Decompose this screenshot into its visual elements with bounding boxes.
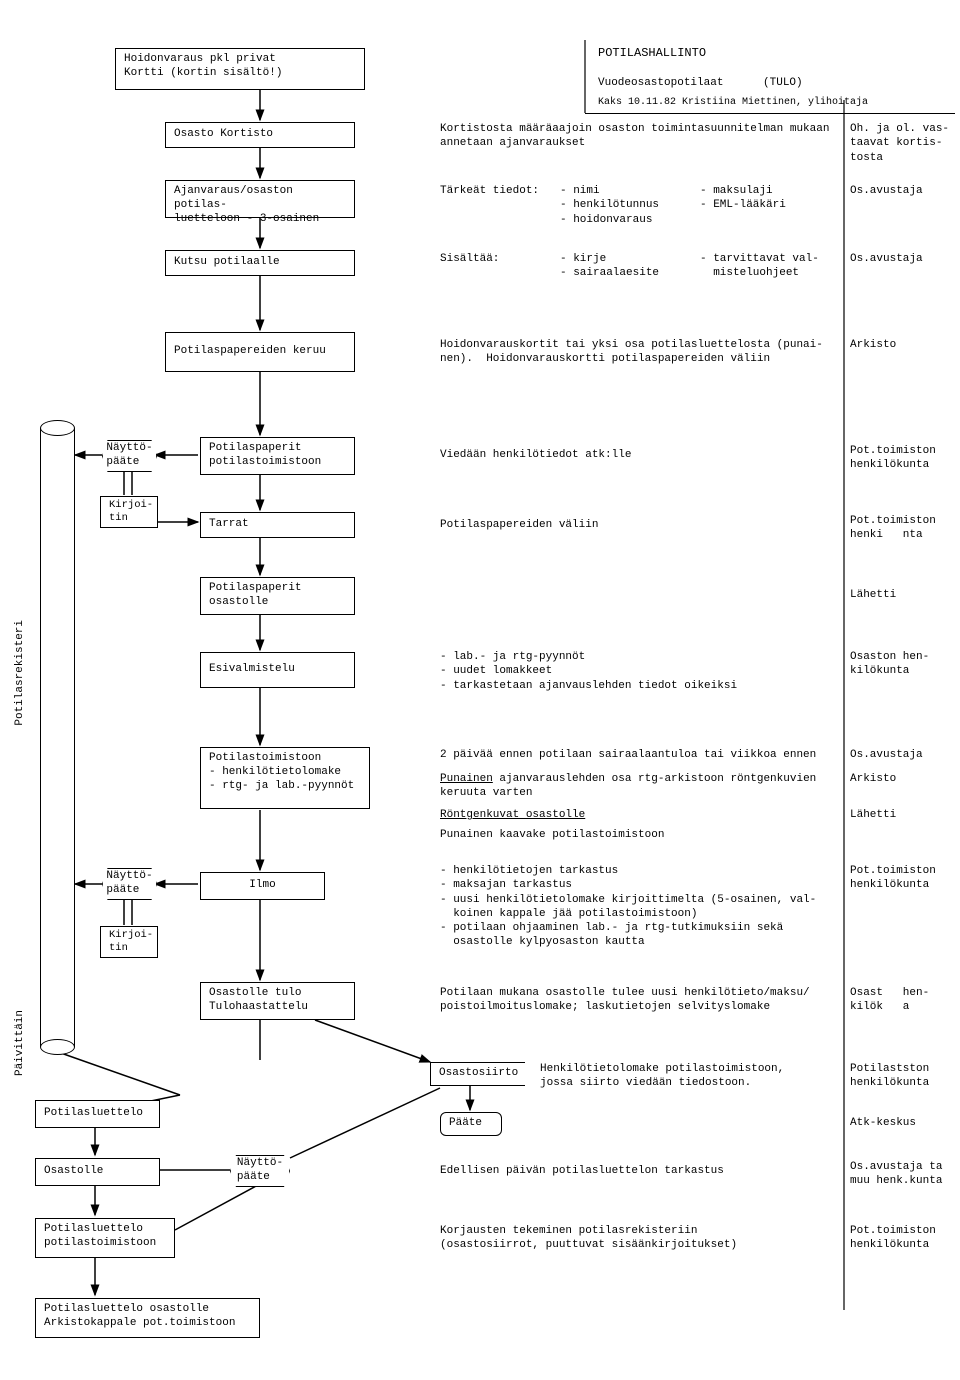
label-paivittain: Päivittäin (14, 1010, 26, 1076)
desc-d10a: 2 päivää ennen potilaan sairaalaantuloa … (440, 748, 835, 762)
resp-r9: Osaston hen- kilökunta (850, 650, 929, 679)
resp-r10b: Arkisto (850, 772, 896, 786)
box-osasto-kortisto: Osasto Kortisto (165, 122, 355, 148)
desc-d5: Hoidonvarauskortit tai yksi osa potilasl… (440, 338, 835, 367)
box-paate: Pääte (440, 1112, 502, 1136)
hex-nayttopaate-2: Näyttö- pääte (102, 868, 157, 900)
box-osastolle-tulo: Osastolle tulo Tulohaastattelu (200, 982, 355, 1020)
resp-r14: Atk-keskus (850, 1116, 916, 1130)
desc-d10b: Punainen ajanvarauslehden osa rtg-arkist… (440, 772, 835, 801)
box-hoidonvaraus-l1: Hoidonvaraus pkl privat (124, 53, 356, 67)
box-b10-l3: - rtg- ja lab.-pyynnöt (209, 780, 361, 794)
header-title: POTILASHALLINTO (598, 46, 706, 62)
header-sub2: Kaks 10.11.82 Kristiina Miettinen, yliho… (598, 96, 868, 109)
resp-r3: Os.avustaja (850, 184, 923, 198)
box-osastosiirto: Osastosiirto (430, 1062, 525, 1086)
desc-d10b-rest: ajanvarauslehden osa rtg-arkistoon röntg… (440, 773, 816, 799)
box-b12-l1: Osastolle tulo (209, 987, 346, 1001)
box-ilmo: Ilmo (200, 872, 325, 900)
desc-d3-col1: - nimi - henkilötunnus - hoidonvaraus (560, 184, 659, 227)
box-b18-l2: Arkistokappale pot.toimistoon (44, 1317, 251, 1331)
desc-d4-col2: - tarvittavat val- misteluohjeet (700, 252, 819, 281)
desc-d17: Korjausten tekeminen potilasrekisteriin … (440, 1224, 835, 1253)
desc-d7: Potilaspapereiden väliin (440, 518, 598, 532)
hex-nayttopaate-3: Näyttö- pääte (230, 1155, 290, 1187)
resp-r17: Pot.toimiston henkilökunta (850, 1224, 936, 1253)
box-b6-l1: Potilaspaperit (209, 442, 346, 456)
box-b17-l2: potilastoimistoon (44, 1237, 166, 1251)
desc-d6: Viedään henkilötiedot atk:lle (440, 448, 631, 462)
desc-d3-col2: - maksulaji - EML-lääkäri (700, 184, 786, 213)
resp-r8: Lähetti (850, 588, 896, 602)
resp-r11: Pot.toimiston henkilökunta (850, 864, 936, 893)
box-tarrat: Tarrat (200, 512, 355, 538)
header-rule (585, 113, 955, 115)
desc-d16: Edellisen päivän potilasluettelon tarkas… (440, 1164, 835, 1178)
box-potpaperit-osastolle: Potilaspaperit osastolle (200, 577, 355, 615)
box-potilasluettelo-osastolle: Potilasluettelo osastolle Arkistokappale… (35, 1298, 260, 1338)
label-potilasrekisteri: Potilasrekisteri (14, 620, 26, 726)
resp-r12: Osast hen- kilök a (850, 986, 929, 1015)
box-hoidonvaraus: Hoidonvaraus pkl privat Kortti (kortin s… (115, 48, 365, 90)
resp-r10c: Lähetti (850, 808, 896, 822)
desc-d10c: Röntgenkuvat osastolle (440, 808, 585, 822)
desc-d10d: Punainen kaavake potilastoimistoon (440, 828, 664, 842)
resp-r16: Os.avustaja ta muu henk.kunta (850, 1160, 942, 1189)
box-osastolle: Osastolle (35, 1158, 160, 1186)
desc-d10b-u: Punainen (440, 773, 493, 785)
desc-d11: - henkilötietojen tarkastus - maksajan t… (440, 864, 835, 950)
resp-r7: Pot.toimiston henki nta (850, 514, 936, 543)
box-hoidonvaraus-l2: Kortti (kortin sisältö!) (124, 67, 356, 81)
box-b10-l2: - henkilötietolomake (209, 766, 361, 780)
resp-r6: Pot.toimiston henkilökunta (850, 444, 936, 473)
resp-r2: Oh. ja ol. vas- taavat kortis- tosta (850, 122, 949, 165)
desc-d3-label: Tärkeät tiedot: (440, 184, 539, 198)
box-kirjoitin-1: Kirjoi- tin (100, 496, 158, 528)
box-ajanvaraus-l2: luetteloon - 3-osainen (174, 213, 346, 227)
desc-d2: Kortistosta määräaajoin osaston toiminta… (440, 122, 830, 151)
desc-d4-col1: - kirje - sairaalaesite (560, 252, 659, 281)
resp-r4: Os.avustaja (850, 252, 923, 266)
resp-r5: Arkisto (850, 338, 896, 352)
resp-r13: Potilastston henkilökunta (850, 1062, 929, 1091)
box-potpaperit-toimistoon: Potilaspaperit potilastoimistoon (200, 437, 355, 475)
box-b6-l2: potilastoimistoon (209, 456, 346, 470)
box-potilasluettelo: Potilasluettelo (35, 1100, 160, 1128)
box-b8-l2: osastolle (209, 596, 346, 610)
desc-d12: Potilaan mukana osastolle tulee uusi hen… (440, 986, 835, 1015)
box-kutsu: Kutsu potilaalle (165, 250, 355, 276)
desc-d4-label: Sisältää: (440, 252, 499, 266)
box-b18-l1: Potilasluettelo osastolle (44, 1303, 251, 1317)
resp-r10a: Os.avustaja (850, 748, 923, 762)
hex-nayttopaate-1: Näyttö- pääte (102, 440, 157, 472)
box-ajanvaraus-l1: Ajanvaraus/osaston potilas- (174, 185, 346, 213)
box-b8-l1: Potilaspaperit (209, 582, 346, 596)
header-sub1: Vuodeosastopotilaat (TULO) (598, 76, 803, 90)
box-b12-l2: Tulohaastattelu (209, 1001, 346, 1015)
desc-d9: - lab.- ja rtg-pyynnöt - uudet lomakkeet… (440, 650, 835, 693)
box-b10-l1: Potilastoimistoon (209, 752, 361, 766)
box-ajanvaraus: Ajanvaraus/osaston potilas- luetteloon -… (165, 180, 355, 218)
cylinder-potilasrekisteri (40, 420, 75, 1055)
box-potilastoimistoon: Potilastoimistoon - henkilötietolomake -… (200, 747, 370, 809)
box-keruu: Potilaspapereiden keruu (165, 332, 355, 372)
box-esivalmistelu: Esivalmistelu (200, 652, 355, 688)
desc-d13: Henkilötietolomake potilastoimistoon, jo… (540, 1062, 840, 1091)
box-potilasluettelo-toimistoon: Potilasluettelo potilastoimistoon (35, 1218, 175, 1258)
box-kirjoitin-2: Kirjoi- tin (100, 926, 158, 958)
box-b17-l1: Potilasluettelo (44, 1223, 166, 1237)
